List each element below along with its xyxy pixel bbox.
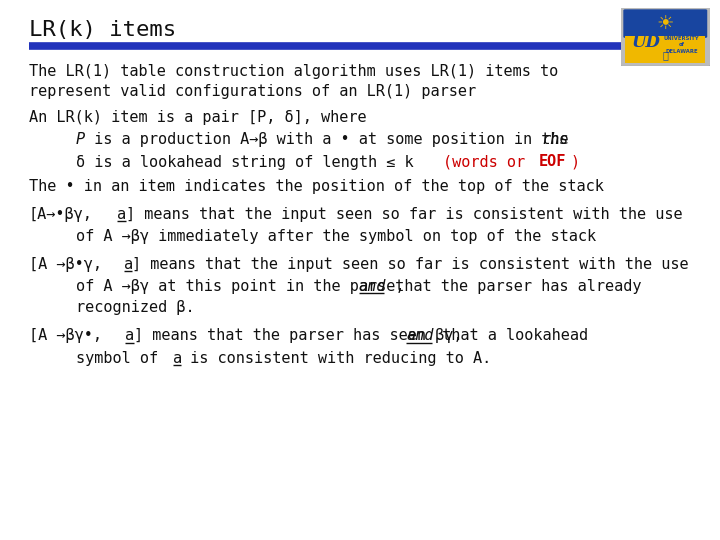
Text: UNIVERSITY
of
DELAWARE: UNIVERSITY of DELAWARE [664, 36, 699, 53]
Text: a: a [124, 256, 133, 272]
Text: ☀: ☀ [657, 14, 674, 33]
Text: is a production A→β with a • at some position in the: is a production A→β with a • at some pos… [85, 132, 577, 147]
Text: of A →βγ immediately after the symbol on top of the stack: of A →βγ immediately after the symbol on… [76, 229, 595, 244]
Text: a: a [173, 350, 182, 366]
Text: δ is a lookahead string of length ≤ k: δ is a lookahead string of length ≤ k [76, 154, 413, 170]
Text: recognized β.: recognized β. [76, 300, 194, 315]
Text: P: P [76, 132, 85, 147]
Text: rhs: rhs [541, 132, 569, 147]
Text: and: and [359, 279, 386, 294]
Text: [A →βγ•,: [A →βγ•, [29, 328, 102, 343]
Text: is consistent with reducing to A.: is consistent with reducing to A. [181, 350, 492, 366]
Text: (words or: (words or [443, 154, 534, 170]
Text: ] means that the input seen so far is consistent with the use: ] means that the input seen so far is co… [126, 207, 683, 222]
Text: The LR(1) table construction algorithm uses LR(1) items to: The LR(1) table construction algorithm u… [29, 64, 558, 79]
Text: The • in an item indicates the position of the top of the stack: The • in an item indicates the position … [29, 179, 603, 194]
Bar [625, 36, 706, 63]
Text: LR(k) items: LR(k) items [29, 19, 176, 40]
Text: symbol of: symbol of [76, 350, 167, 366]
Text: 📖: 📖 [662, 50, 668, 60]
Text: a: a [117, 207, 127, 222]
Text: [A→•βγ,: [A→•βγ, [29, 207, 93, 222]
Text: that the parser has already: that the parser has already [386, 279, 642, 294]
Text: represent valid configurations of an LR(1) parser: represent valid configurations of an LR(… [29, 84, 476, 99]
Text: [A →β•γ,: [A →β•γ, [29, 256, 102, 272]
Text: EOF: EOF [539, 154, 566, 170]
Text: ] means that the input seen so far is consistent with the use: ] means that the input seen so far is co… [132, 256, 689, 272]
Text: that a lookahead: that a lookahead [433, 328, 588, 343]
FancyBboxPatch shape [620, 7, 711, 66]
Text: of A →βγ at this point in the parse,: of A →βγ at this point in the parse, [76, 279, 413, 294]
Text: a: a [125, 328, 135, 343]
Text: UD: UD [631, 34, 660, 51]
FancyBboxPatch shape [624, 9, 707, 38]
Text: and: and [406, 328, 433, 343]
Text: ): ) [571, 154, 580, 170]
Text: ] means that the parser has seen βγ,: ] means that the parser has seen βγ, [134, 328, 472, 343]
Text: An LR(k) item is a pair [P, δ], where: An LR(k) item is a pair [P, δ], where [29, 110, 366, 125]
